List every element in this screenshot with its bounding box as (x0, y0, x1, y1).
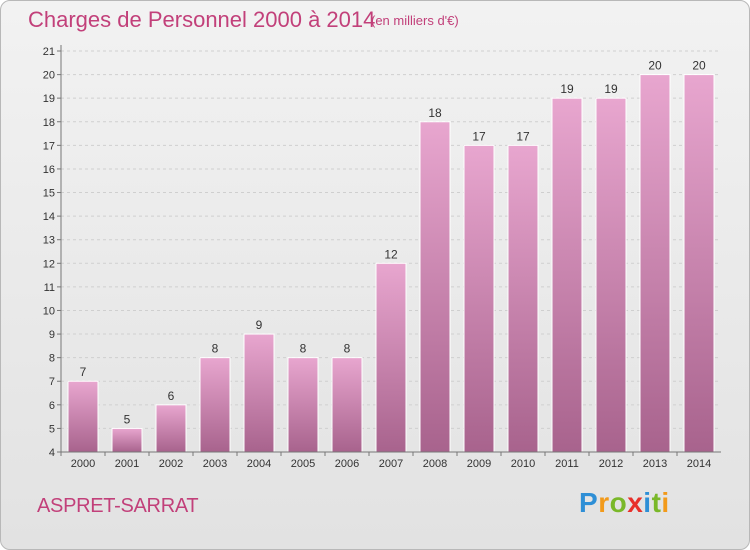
bar-2009 (463, 144, 495, 453)
y-tick-label: 10 (43, 305, 55, 317)
y-tick-label: 18 (43, 117, 55, 129)
bar-2008 (419, 121, 451, 453)
data-label-2003: 8 (212, 342, 219, 356)
x-tick-label-2002: 2002 (159, 458, 183, 470)
data-label-2001: 5 (124, 412, 131, 426)
bar-2011 (551, 97, 583, 453)
logo-letter: x (627, 487, 644, 518)
bar-2004 (243, 333, 275, 453)
x-tick-label-2000: 2000 (71, 458, 95, 470)
x-tick-label-2014: 2014 (687, 458, 711, 470)
bar-2007 (375, 262, 407, 453)
x-tick-label-2008: 2008 (423, 458, 447, 470)
data-label-2009: 17 (472, 129, 486, 143)
logo-letter: i (661, 487, 670, 518)
bar-2000 (67, 380, 99, 453)
data-label-2008: 18 (428, 106, 442, 120)
proxiti-logo[interactable]: Proxiti (579, 487, 670, 519)
commune-name: ASPRET-SARRAT (37, 495, 199, 517)
y-tick-label: 12 (43, 258, 55, 270)
data-label-2013: 20 (648, 59, 662, 73)
y-tick-label: 13 (43, 235, 55, 247)
data-label-2014: 20 (692, 59, 706, 73)
y-tick-label: 15 (43, 188, 55, 200)
x-tick-label-2007: 2007 (379, 458, 403, 470)
y-tick-label: 17 (43, 140, 55, 152)
y-tick-label: 21 (43, 46, 55, 58)
y-tick-label: 20 (43, 70, 55, 82)
bar-2005 (287, 357, 319, 453)
bar-2003 (199, 357, 231, 453)
y-tick-label: 6 (49, 400, 55, 412)
chart-subtitle: (en milliers d'€) (371, 13, 459, 28)
x-tick-label-2001: 2001 (115, 458, 139, 470)
x-tick-label-2009: 2009 (467, 458, 491, 470)
x-tick-label-2006: 2006 (335, 458, 359, 470)
data-label-2002: 6 (168, 389, 175, 403)
x-tick-label-2003: 2003 (203, 458, 227, 470)
y-tick-label: 4 (49, 447, 55, 459)
bar-2014 (683, 74, 715, 453)
logo-letter: t (651, 487, 662, 518)
logo-letter: P (579, 487, 599, 518)
x-tick-label-2011: 2011 (555, 458, 579, 470)
data-label-2010: 17 (516, 129, 530, 143)
x-tick-label-2013: 2013 (643, 458, 667, 470)
y-tick-label: 16 (43, 164, 55, 176)
y-tick-label: 8 (49, 353, 55, 365)
data-label-2000: 7 (80, 365, 87, 379)
data-label-2007: 12 (384, 247, 398, 261)
x-tick-label-2004: 2004 (247, 458, 271, 470)
x-tick-label-2012: 2012 (599, 458, 623, 470)
logo-letter: i (643, 487, 652, 518)
x-tick-label-2010: 2010 (511, 458, 535, 470)
data-label-2005: 8 (300, 342, 307, 356)
data-label-2011: 19 (560, 82, 574, 96)
bar-2012 (595, 97, 627, 453)
x-tick-label-2005: 2005 (291, 458, 315, 470)
bar-2013 (639, 74, 671, 453)
data-label-2004: 9 (256, 318, 263, 332)
logo-letter: r (598, 487, 610, 518)
chart-title: Charges de Personnel 2000 à 2014 (28, 7, 376, 32)
y-tick-label: 19 (43, 93, 55, 105)
bar-2010 (507, 144, 539, 453)
y-tick-label: 7 (49, 376, 55, 388)
bar-2006 (331, 357, 363, 453)
bar-2001 (111, 427, 143, 453)
y-tick-label: 5 (49, 423, 55, 435)
logo-letter: o (609, 487, 628, 518)
data-label-2012: 19 (604, 82, 618, 96)
y-tick-label: 9 (49, 329, 55, 341)
bar-2002 (155, 404, 187, 453)
data-label-2006: 8 (344, 342, 351, 356)
y-tick-label: 14 (43, 211, 55, 223)
y-tick-label: 11 (44, 282, 55, 294)
